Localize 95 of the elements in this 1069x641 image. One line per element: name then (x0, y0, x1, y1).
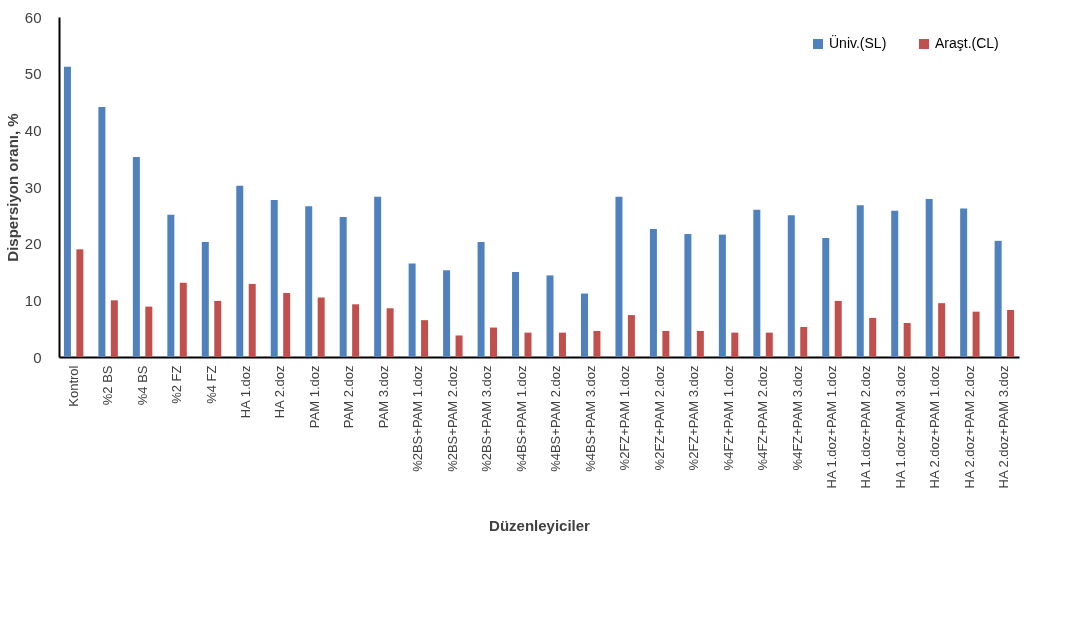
x-tick-label: %2BS+PAM 3.doz (479, 365, 495, 472)
y-tick-label: 20 (24, 235, 42, 253)
bar (972, 311, 980, 357)
x-tick-label: %4BS+PAM 3.doz (582, 365, 598, 472)
bar (386, 308, 394, 357)
x-tick-label: HA 1.doz (238, 365, 253, 419)
bar (787, 215, 795, 357)
bar (546, 275, 554, 357)
bar (765, 332, 773, 357)
bar (925, 198, 933, 357)
x-axis-title: Düzenleyiciler (489, 517, 591, 535)
bar (63, 66, 71, 357)
bar (718, 234, 726, 357)
bar (822, 238, 830, 357)
bar (98, 107, 106, 357)
x-tick-label: %2FZ+PAM 2.doz (651, 365, 667, 471)
bar (627, 315, 635, 357)
x-tick-label: HA 1.doz+PAM 2.doz (858, 365, 874, 489)
bar (443, 270, 451, 357)
bar (903, 323, 911, 357)
x-tick-label: HA 1.doz+PAM 1.doz (824, 365, 839, 489)
x-tick-label: %4FZ+PAM 2.doz (755, 365, 771, 471)
x-tick-label: %2FZ+PAM 3.doz (686, 365, 702, 471)
bar (374, 196, 382, 357)
y-tick-label: 0 (33, 348, 42, 366)
bar (408, 263, 416, 357)
bar (834, 300, 842, 357)
bar (512, 272, 520, 357)
x-tick-label: %2BS+PAM 2.doz (444, 365, 460, 472)
bar (179, 282, 187, 357)
x-tick-label: HA 2.doz+PAM 3.doz (996, 365, 1012, 489)
bar (248, 283, 256, 357)
legend-label: Üniv.(SL) (829, 34, 887, 51)
bar (352, 304, 360, 357)
x-tick-label: %2BS+PAM 1.doz (410, 365, 426, 472)
x-tick-label: PAM 1.doz (306, 365, 322, 429)
bar (731, 332, 739, 357)
y-tick-label: 10 (24, 291, 42, 309)
bar (76, 249, 84, 357)
y-tick-label: 40 (24, 121, 42, 139)
bar (593, 330, 601, 357)
x-tick-label: HA 1.doz+PAM 3.doz (892, 365, 908, 489)
x-tick-label: PAM 2.doz (341, 365, 357, 429)
y-axis-title: Dispersiyon oranı, % (3, 113, 21, 262)
bar (649, 228, 657, 357)
bar (477, 241, 485, 357)
y-tick-label: 60 (24, 8, 42, 26)
bar (684, 234, 692, 357)
x-tick-label: %4FZ+PAM 3.doz (789, 365, 805, 471)
bar (110, 300, 118, 357)
bar (994, 240, 1002, 357)
y-tick-label: 50 (24, 65, 42, 83)
x-tick-label: %4FZ+PAM 1.doz (720, 365, 736, 471)
bar (455, 335, 463, 357)
bar (558, 332, 566, 357)
bar (1007, 309, 1015, 357)
x-tick-label: %2 BS (100, 365, 116, 406)
bar (145, 306, 153, 357)
bar (938, 303, 946, 357)
bar (270, 200, 278, 357)
bar (753, 209, 761, 357)
x-tick-label: %4 FZ (203, 365, 219, 404)
y-tick-label: 30 (24, 178, 42, 196)
bar (490, 327, 498, 357)
bar (305, 206, 313, 357)
bar (580, 293, 588, 357)
x-tick-label: %2FZ+PAM 1.doz (617, 365, 633, 471)
bar (317, 297, 325, 357)
bar (167, 214, 175, 357)
x-tick-label: %4BS+PAM 1.doz (513, 365, 529, 472)
bar (132, 156, 140, 357)
bar (960, 208, 968, 357)
bar (201, 241, 209, 357)
bar (421, 320, 429, 357)
x-tick-label: HA 2.doz+PAM 1.doz (927, 365, 943, 489)
bar (662, 330, 670, 357)
bar (524, 332, 532, 357)
bar (615, 196, 623, 357)
bar (696, 330, 704, 357)
x-tick-label: HA 2.doz (272, 365, 288, 419)
x-tick-label: HA 2.doz+PAM 2.doz (961, 365, 977, 489)
bar (869, 317, 877, 357)
x-tick-label: Kontrol (65, 365, 81, 407)
bar (339, 217, 347, 357)
x-tick-label: %4 BS (134, 365, 150, 406)
bar (800, 326, 808, 357)
bar (283, 292, 291, 357)
bar (856, 205, 864, 357)
x-tick-label: PAM 3.doz (375, 365, 391, 429)
x-tick-label: %2 FZ (169, 365, 185, 404)
bar (236, 185, 244, 357)
bar (214, 300, 222, 357)
x-tick-label: %4BS+PAM 2.doz (548, 365, 564, 472)
bar (891, 210, 899, 357)
legend-label: Araşt.(CL) (935, 35, 999, 51)
